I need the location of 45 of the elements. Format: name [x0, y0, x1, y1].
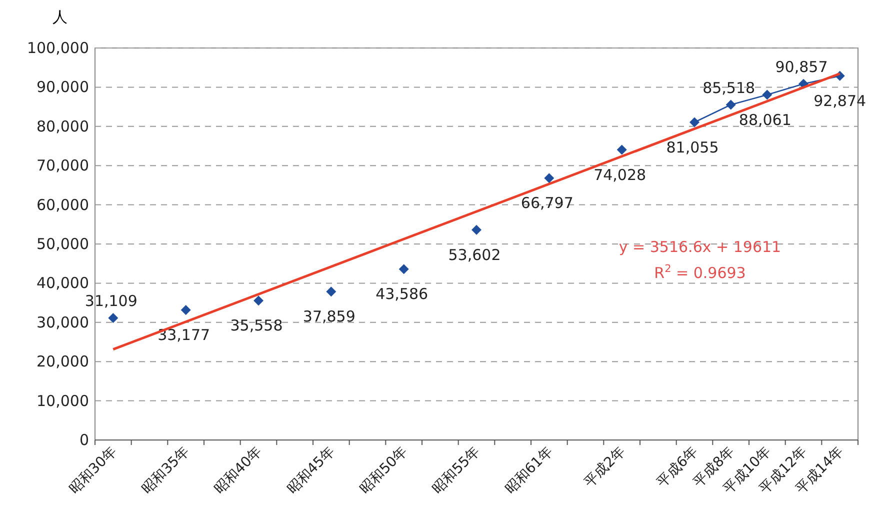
- data-label: 88,061: [738, 110, 792, 129]
- y-tick-label: 10,000: [36, 392, 89, 410]
- annotation: y = 3516.6x + 19611: [618, 238, 782, 256]
- y-tick-label: 90,000: [36, 78, 89, 96]
- point: [398, 264, 409, 274]
- annotation: R$^{2}$ = 0.9693: [654, 262, 746, 282]
- data-label: 81,055: [666, 138, 719, 156]
- x-tick-label: 平成2年: [581, 444, 629, 491]
- point: [326, 286, 336, 297]
- y-tick-label: 70,000: [36, 156, 89, 175]
- y-tick-label: 100,000: [26, 39, 89, 57]
- data-label: 92,874: [814, 92, 866, 110]
- y-tick-label: 0: [79, 431, 89, 449]
- point: [108, 313, 118, 324]
- x-tick-label: 昭和40年: [212, 444, 266, 498]
- y-axis-title: 人: [52, 8, 68, 26]
- data-label: 74,028: [594, 166, 646, 184]
- y-tick-label: 20,000: [36, 352, 89, 371]
- data-label: 35,558: [230, 316, 283, 335]
- x-tick-label: 昭和61年: [502, 444, 556, 498]
- data-label: 90,857: [775, 58, 828, 76]
- point: [726, 100, 736, 110]
- data-label: 43,586: [376, 285, 428, 304]
- x-tick-label: 昭和45年: [284, 444, 338, 498]
- data-label: 66,797: [520, 194, 574, 212]
- y-tick-label: 30,000: [36, 313, 89, 332]
- x-tick-label: 昭和50年: [357, 444, 411, 498]
- point: [254, 296, 264, 306]
- y-tick-label: 50,000: [36, 235, 89, 253]
- x-tick-label: 昭和35年: [139, 444, 193, 498]
- y-tick-label: 40,000: [36, 274, 89, 292]
- data-label: 85,518: [702, 78, 756, 97]
- data-label: 53,602: [448, 246, 501, 264]
- point: [762, 90, 772, 100]
- data-label: 33,177: [158, 326, 210, 344]
- point: [180, 304, 191, 315]
- data-label: 31,109: [84, 292, 138, 310]
- x-tick-label: 昭和55年: [430, 444, 484, 498]
- point: [544, 173, 554, 184]
- y-tick-label: 80,000: [36, 117, 89, 136]
- y-tick-label: 60,000: [36, 196, 89, 214]
- point: [690, 117, 700, 128]
- data-label: 37,859: [302, 308, 356, 326]
- point: [472, 224, 482, 235]
- point: [616, 144, 627, 155]
